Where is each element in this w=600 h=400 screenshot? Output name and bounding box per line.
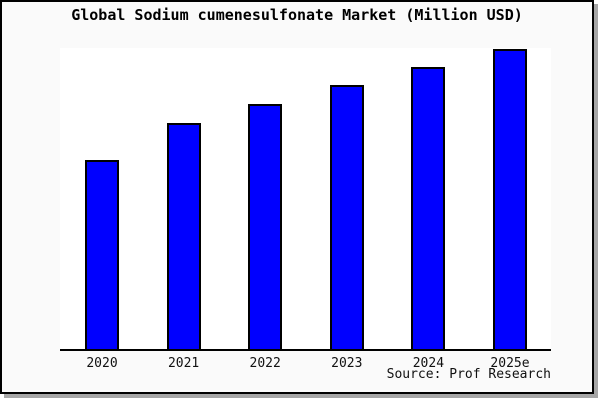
bar-2025e	[493, 49, 527, 349]
bar-2022	[248, 104, 283, 349]
chart-title: Global Sodium cumenesulfonate Market (Mi…	[71, 6, 523, 24]
bar-2024	[411, 67, 446, 349]
plot-area	[60, 48, 551, 351]
bar-2021	[166, 123, 201, 349]
bar-2023	[329, 85, 364, 349]
bar-2020	[85, 160, 119, 349]
